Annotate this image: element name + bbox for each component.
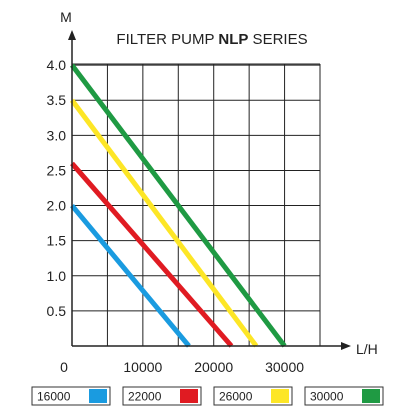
series-layer	[69, 63, 287, 348]
y-tick-label: 1.5	[47, 233, 67, 249]
y-tick-label: 3.5	[47, 92, 67, 108]
legend-swatch	[362, 389, 380, 403]
y-tick-label: 4.0	[47, 57, 67, 73]
legend-item-30000: 30000	[304, 386, 384, 406]
series-line-26000	[69, 98, 259, 348]
legend-label: 22000	[128, 390, 162, 404]
y-tick-label: 3.0	[47, 127, 67, 143]
x-tick-label: 20000	[194, 359, 233, 375]
legend-item-16000: 16000	[31, 386, 111, 406]
axes-layer	[68, 30, 351, 350]
legend-item-26000: 26000	[213, 386, 293, 406]
series-line-30000	[70, 63, 287, 348]
legend-swatch	[180, 389, 198, 403]
legend-item-22000: 22000	[122, 386, 202, 406]
legend-label: 26000	[219, 390, 253, 404]
legend-label: 30000	[310, 390, 344, 404]
chart-title: FILTER PUMP NLP SERIES	[116, 31, 307, 48]
legend-swatch	[271, 389, 289, 403]
series-line-16000	[70, 203, 191, 348]
y-axis-arrow	[68, 30, 76, 40]
x-tick-label: 30000	[265, 359, 304, 375]
x-axis-arrow	[341, 342, 351, 350]
y-tick-label: 2.5	[47, 162, 67, 178]
grid-layer	[72, 63, 321, 346]
chart-title-part: SERIES	[248, 31, 307, 48]
legend-swatch	[89, 389, 107, 403]
y-tick-label: 0.5	[47, 303, 67, 319]
series-line-22000	[70, 161, 234, 348]
legend: 16000 22000 26000 30000	[31, 386, 384, 406]
x-axis-unit: L/H	[356, 341, 378, 357]
chart-title-part: FILTER PUMP	[116, 31, 218, 48]
chart-title-part: NLP	[218, 31, 248, 48]
ticks-layer: 0.5 1.0 1.5 2.0 2.5 3.0 3.5 4.0 0 10000 20000 30000	[47, 57, 305, 375]
y-tick-label: 2.0	[47, 198, 67, 214]
y-tick-label: 1.0	[47, 268, 67, 284]
legend-label: 16000	[37, 390, 71, 404]
y-axis-unit: M	[60, 9, 72, 25]
x-tick-label: 0	[60, 359, 68, 375]
x-tick-label: 10000	[123, 359, 162, 375]
